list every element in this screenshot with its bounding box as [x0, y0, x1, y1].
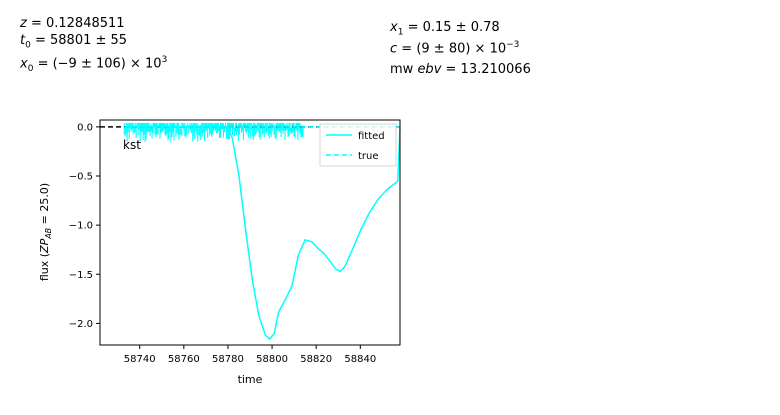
y-axis-label: flux (ZPAB = 25.0): [38, 183, 53, 281]
y-tick-label: −2.0: [69, 319, 93, 330]
plot-frame: [99, 119, 401, 346]
x-tick-label: 58840: [344, 354, 376, 365]
legend: fitted true: [319, 123, 397, 167]
fit-c: c = (9 ± 80) × 10−3: [390, 40, 520, 57]
fit-x0: x0 = (−9 ± 106) × 103: [20, 55, 168, 74]
series-fitted-line: [124, 126, 401, 341]
axis-ticks: 58740 58760 58780 58800 58820 58840 0.0 −0.5 −1.…: [69, 122, 376, 365]
x-tick-label: 58820: [300, 354, 332, 365]
y-tick-label: −0.5: [69, 172, 93, 183]
y-tick-label: −1.5: [69, 270, 93, 281]
fit-mwebv: mw ebv = 13.210066: [390, 62, 531, 77]
x-tick-label: 58740: [124, 354, 156, 365]
y-tick-label: 0.0: [77, 122, 93, 133]
fit-x1: x1 = 0.15 ± 0.78: [390, 20, 500, 38]
fit-z: z = 0.12848511: [20, 16, 125, 31]
x-tick-label: 58780: [212, 354, 244, 365]
y-tick-label: −1.0: [69, 221, 93, 232]
x-axis-label: time: [238, 373, 263, 386]
x-tick-label: 58760: [168, 354, 200, 365]
legend-box: [319, 123, 397, 167]
fit-t0: t0 = 58801 ± 55: [20, 33, 128, 51]
data-points: [123, 122, 304, 143]
x-tick-label: 58800: [256, 354, 288, 365]
legend-true-label: true: [358, 151, 379, 162]
legend-fitted-label: fitted: [358, 131, 385, 142]
band-label: kst: [123, 138, 141, 152]
